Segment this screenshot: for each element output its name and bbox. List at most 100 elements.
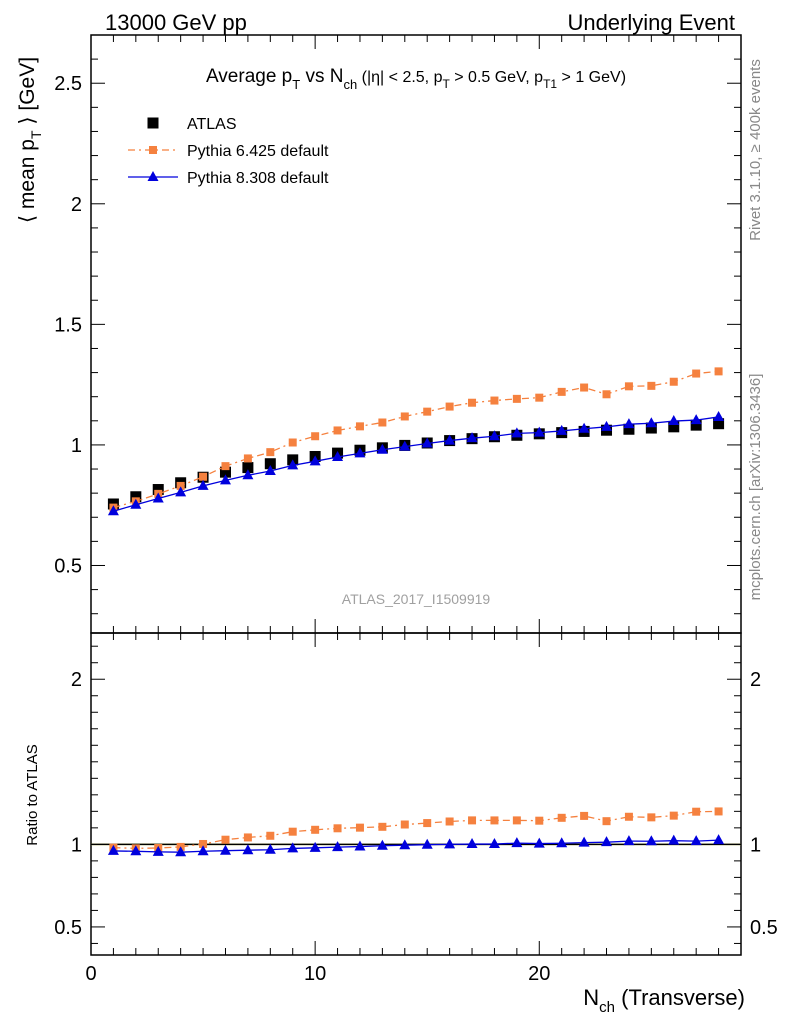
ratio-point-pythia-8-308-default (354, 840, 366, 851)
ratio-tick-label: 0.5 (54, 917, 82, 939)
data-point-pythia-6-425-default (535, 393, 544, 402)
ratio-point-pythia-6-425-default (580, 811, 589, 820)
legend-marker (149, 146, 157, 154)
series-pythia-8-308-default (107, 410, 725, 516)
data-point-pythia-6-425-default (490, 396, 499, 405)
y-tick-label: 2.5 (54, 73, 82, 95)
data-point-pythia-6-425-default (445, 402, 454, 411)
data-point-pythia-8-308-default (152, 492, 164, 503)
ratio-point-pythia-8-308-default (444, 838, 456, 849)
ratio-tick-label: 2 (71, 669, 82, 691)
data-point-pythia-8-308-default (645, 417, 657, 428)
data-point-pythia-8-308-default (421, 437, 433, 448)
data-point-atlas (690, 419, 702, 431)
ratio-point-pythia-6-425-default (535, 816, 544, 825)
series-pythia-6-425-default (109, 367, 723, 512)
legend-label: ATLAS (187, 116, 237, 133)
ratio-point-pythia-8-308-default (421, 838, 433, 849)
ratio-point-pythia-6-425-default (468, 816, 477, 825)
ratio-point-pythia-6-425-default (333, 824, 342, 833)
ratio-point-pythia-8-308-default (242, 844, 254, 855)
y-tick-label: 1 (71, 435, 82, 457)
data-point-pythia-8-308-default (578, 422, 590, 433)
ratio-series-pythia-6-425-default (109, 807, 723, 853)
data-point-pythia-6-425-default (311, 432, 320, 441)
ratio-point-pythia-8-308-default (623, 835, 635, 846)
ratio-point-pythia-6-425-default (378, 822, 387, 831)
data-point-atlas (645, 422, 657, 434)
y-tick-label: 0.5 (54, 555, 82, 577)
data-point-pythia-8-308-default (690, 414, 702, 425)
ratio-point-pythia-8-308-default (332, 841, 344, 852)
ratio-point-pythia-8-308-default (511, 837, 523, 848)
data-point-pythia-8-308-default (444, 434, 456, 445)
data-point-atlas (668, 421, 680, 433)
data-point-pythia-6-425-default (557, 387, 566, 396)
ratio-point-pythia-6-425-default (243, 833, 252, 842)
ratio-point-pythia-8-308-default (578, 836, 590, 847)
data-point-pythia-8-308-default (399, 440, 411, 451)
data-point-pythia-6-425-default (176, 481, 185, 490)
data-point-pythia-8-308-default (466, 432, 478, 443)
y-axis-label: ⟨ mean pT ⟩ [GeV] (16, 57, 44, 223)
data-point-pythia-6-425-default (423, 407, 432, 416)
data-point-pythia-6-425-default (378, 418, 387, 427)
data-point-pythia-8-308-default (197, 479, 209, 490)
ratio-point-pythia-8-308-default (107, 844, 119, 855)
legend-label: Pythia 6.425 default (187, 143, 329, 160)
ratio-point-pythia-8-308-default (399, 839, 411, 850)
ratio-point-pythia-8-308-default (376, 839, 388, 850)
x-tick-label: 10 (304, 963, 326, 985)
data-point-atlas (623, 423, 635, 435)
ratio-point-pythia-8-308-default (219, 844, 231, 855)
ratio-point-pythia-6-425-default (423, 819, 432, 828)
data-point-atlas (130, 491, 142, 503)
data-point-pythia-8-308-default (713, 410, 725, 421)
data-point-pythia-8-308-default (219, 474, 231, 485)
ratio-point-pythia-8-308-default (713, 834, 725, 845)
series-line-pythia-8-308-default (113, 416, 719, 512)
legend: ATLAS Pythia 6.425 default Pythia 8.308 de… (128, 116, 329, 187)
ratio-point-pythia-8-308-default (287, 842, 299, 853)
ratio-axis-label: Ratio to ATLAS (24, 744, 41, 845)
data-point-atlas (152, 484, 164, 496)
data-point-pythia-8-308-default (376, 443, 388, 454)
data-point-pythia-8-308-default (601, 420, 613, 431)
rivet-version-label: Rivet 3.1.10, ≥ 400k events (747, 59, 764, 241)
ratio-point-pythia-8-308-default (130, 845, 142, 856)
data-point-pythia-6-425-default (221, 462, 230, 471)
ratio-point-pythia-6-425-default (647, 813, 656, 822)
series-atlas (107, 418, 725, 510)
x-tick-label: 20 (528, 963, 550, 985)
ratio-point-pythia-6-425-default (288, 827, 297, 836)
header-right: Underlying Event (567, 10, 735, 35)
data-point-pythia-8-308-default (242, 469, 254, 480)
ratio-point-pythia-6-425-default (266, 831, 275, 840)
ratio-point-pythia-6-425-default (445, 817, 454, 826)
data-point-pythia-6-425-default (468, 398, 477, 407)
data-point-atlas (264, 458, 276, 470)
data-point-pythia-8-308-default (332, 450, 344, 461)
data-point-pythia-6-425-default (355, 422, 364, 431)
data-point-pythia-8-308-default (533, 426, 545, 437)
ratio-point-pythia-6-425-default (221, 835, 230, 844)
ratio-point-pythia-6-425-default (557, 813, 566, 822)
legend-marker (147, 117, 159, 129)
data-point-pythia-8-308-default (488, 430, 500, 441)
data-point-pythia-6-425-default (624, 382, 633, 391)
mcplots-reference-label: mcplots.cern.ch [arXiv:1306.3436] (747, 374, 764, 601)
data-point-pythia-8-308-default (623, 418, 635, 429)
ratio-point-pythia-8-308-default (264, 843, 276, 854)
data-point-pythia-6-425-default (580, 383, 589, 392)
data-point-atlas (242, 462, 254, 474)
ratio-point-pythia-6-425-default (692, 807, 701, 816)
legend-label: Pythia 8.308 default (187, 170, 329, 187)
x-axis-label: Nch (Transverse) (583, 985, 745, 1016)
ratio-tick-label-right: 2 (750, 669, 761, 691)
data-point-pythia-8-308-default (130, 498, 142, 509)
ratio-tick-label: 1 (71, 834, 82, 856)
ratio-point-pythia-6-425-default (490, 816, 499, 825)
data-point-pythia-6-425-default (243, 454, 252, 463)
data-point-pythia-6-425-default (602, 390, 611, 399)
